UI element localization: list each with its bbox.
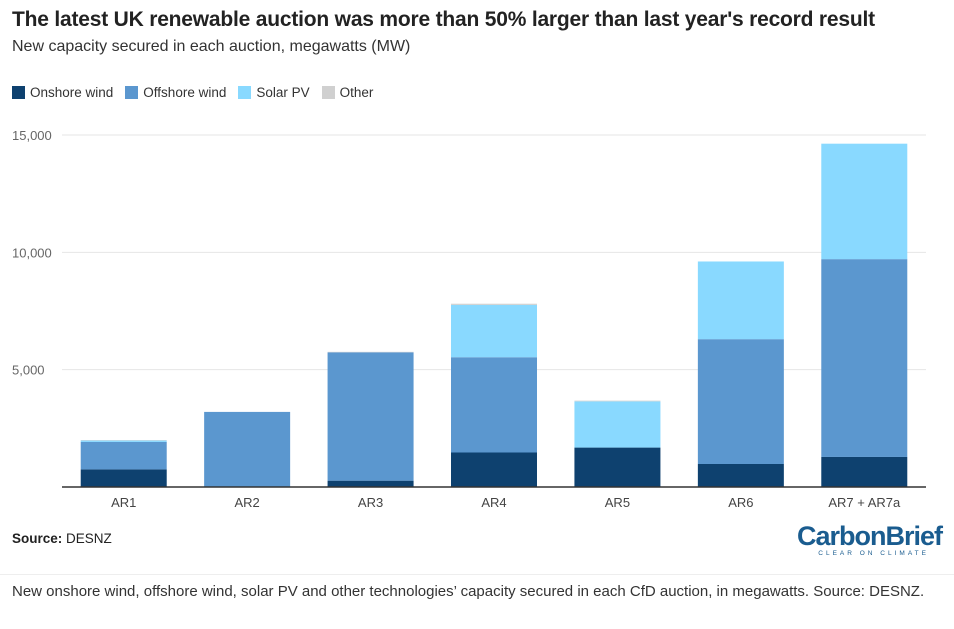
bar-segment xyxy=(80,440,167,442)
source-note: Source: DESNZ xyxy=(12,531,112,546)
bar-segment xyxy=(204,411,291,487)
legend: Onshore wind Offshore wind Solar PV Other xyxy=(12,85,373,100)
x-tick-label: AR6 xyxy=(728,495,753,510)
x-tick-label: AR5 xyxy=(605,495,630,510)
x-tick-label: AR2 xyxy=(234,495,259,510)
legend-swatch xyxy=(125,86,139,99)
bar-segment xyxy=(451,304,537,358)
bar-segment xyxy=(697,339,784,465)
legend-swatch xyxy=(12,86,25,99)
legend-swatch xyxy=(238,86,252,99)
stacked-bar-chart: 5,000 10,000 15,000 AR1 AR2 AR3 AR4 AR5 AR6 AR7 +… xyxy=(12,128,926,510)
source-label: Source: xyxy=(12,531,63,546)
bar-segment xyxy=(697,464,784,487)
legend-item: Offshore wind xyxy=(125,85,226,100)
y-tick-label: 10,000 xyxy=(12,245,52,260)
bar-segment xyxy=(574,447,661,487)
bar-segment xyxy=(697,261,784,340)
legend-item: Other xyxy=(321,85,374,100)
x-tick-label: AR3 xyxy=(358,495,383,510)
bar-segment xyxy=(327,352,414,481)
caption: New onshore wind, offshore wind, solar P… xyxy=(0,574,954,609)
legend-swatch xyxy=(321,86,335,99)
bar-segment xyxy=(451,303,537,305)
bar-segment xyxy=(80,441,167,470)
bar-segment xyxy=(821,143,908,260)
legend-label: Onshore wind xyxy=(30,85,114,100)
bar-segment xyxy=(451,357,537,453)
bar-segment xyxy=(80,469,167,487)
carbonbrief-logo: CarbonBrief CLEAR ON CLIMATE xyxy=(797,521,943,557)
x-tick-label: AR4 xyxy=(481,495,506,510)
source-value: DESNZ xyxy=(66,531,112,546)
chart-subtitle: New capacity secured in each auction, me… xyxy=(12,38,411,55)
y-tick-label: 15,000 xyxy=(12,128,52,143)
x-tick-label: AR7 + AR7a xyxy=(828,495,901,510)
bar-segment xyxy=(451,452,537,487)
y-tick-label: 5,000 xyxy=(12,363,45,378)
bar-segment xyxy=(821,456,908,487)
logo-text: CarbonBrief xyxy=(797,521,943,551)
bar-segment xyxy=(327,480,414,487)
bar-segment xyxy=(574,400,661,402)
legend-label: Solar PV xyxy=(256,85,310,100)
legend-item: Onshore wind xyxy=(12,85,113,100)
legend-label: Other xyxy=(339,85,374,100)
bar-segment xyxy=(821,259,908,457)
legend-label: Offshore wind xyxy=(143,85,227,100)
x-tick-label: AR1 xyxy=(111,495,136,510)
logo-tagline: CLEAR ON CLIMATE xyxy=(818,550,929,557)
legend-item: Solar PV xyxy=(238,85,310,100)
chart-title: The latest UK renewable auction was more… xyxy=(12,8,875,31)
bar-segment xyxy=(574,401,661,448)
